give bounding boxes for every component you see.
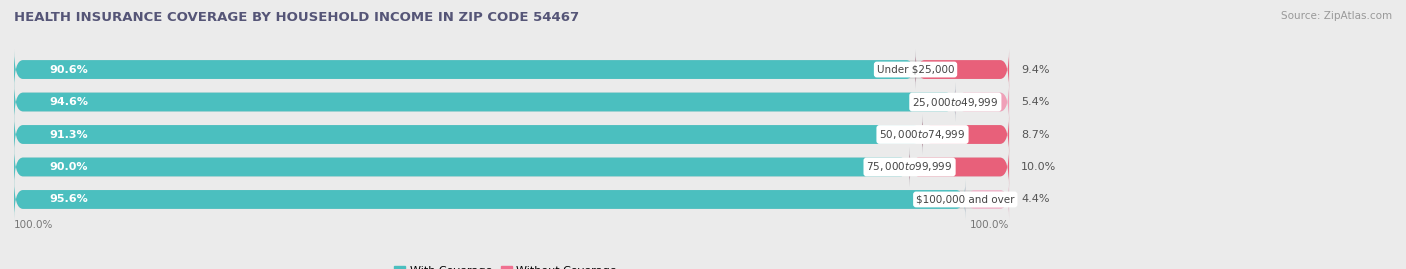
- Text: 8.7%: 8.7%: [1021, 129, 1049, 140]
- FancyBboxPatch shape: [14, 180, 966, 219]
- Text: 10.0%: 10.0%: [1021, 162, 1056, 172]
- Text: 90.6%: 90.6%: [49, 65, 87, 75]
- Text: 100.0%: 100.0%: [14, 220, 53, 230]
- Text: $75,000 to $99,999: $75,000 to $99,999: [866, 161, 953, 174]
- Legend: With Coverage, Without Coverage: With Coverage, Without Coverage: [389, 261, 621, 269]
- Text: HEALTH INSURANCE COVERAGE BY HOUSEHOLD INCOME IN ZIP CODE 54467: HEALTH INSURANCE COVERAGE BY HOUSEHOLD I…: [14, 11, 579, 24]
- Text: $100,000 and over: $100,000 and over: [917, 194, 1015, 204]
- FancyBboxPatch shape: [14, 50, 1010, 89]
- Text: 100.0%: 100.0%: [970, 220, 1010, 230]
- Text: Source: ZipAtlas.com: Source: ZipAtlas.com: [1281, 11, 1392, 21]
- Text: Under $25,000: Under $25,000: [877, 65, 955, 75]
- Text: 9.4%: 9.4%: [1021, 65, 1049, 75]
- FancyBboxPatch shape: [922, 115, 1010, 154]
- Text: 4.4%: 4.4%: [1021, 194, 1049, 204]
- FancyBboxPatch shape: [915, 50, 1010, 89]
- FancyBboxPatch shape: [14, 115, 1010, 154]
- FancyBboxPatch shape: [14, 82, 1010, 122]
- FancyBboxPatch shape: [14, 147, 1010, 187]
- Text: 5.4%: 5.4%: [1021, 97, 1049, 107]
- Text: $50,000 to $74,999: $50,000 to $74,999: [879, 128, 966, 141]
- FancyBboxPatch shape: [910, 147, 1010, 187]
- Text: 94.6%: 94.6%: [49, 97, 89, 107]
- FancyBboxPatch shape: [14, 82, 955, 122]
- Text: 91.3%: 91.3%: [49, 129, 87, 140]
- FancyBboxPatch shape: [955, 82, 1010, 122]
- Text: $25,000 to $49,999: $25,000 to $49,999: [912, 95, 998, 108]
- Text: 95.6%: 95.6%: [49, 194, 87, 204]
- FancyBboxPatch shape: [14, 115, 922, 154]
- FancyBboxPatch shape: [966, 180, 1010, 219]
- FancyBboxPatch shape: [14, 180, 1010, 219]
- Text: 90.0%: 90.0%: [49, 162, 87, 172]
- FancyBboxPatch shape: [14, 50, 915, 89]
- FancyBboxPatch shape: [14, 147, 910, 187]
